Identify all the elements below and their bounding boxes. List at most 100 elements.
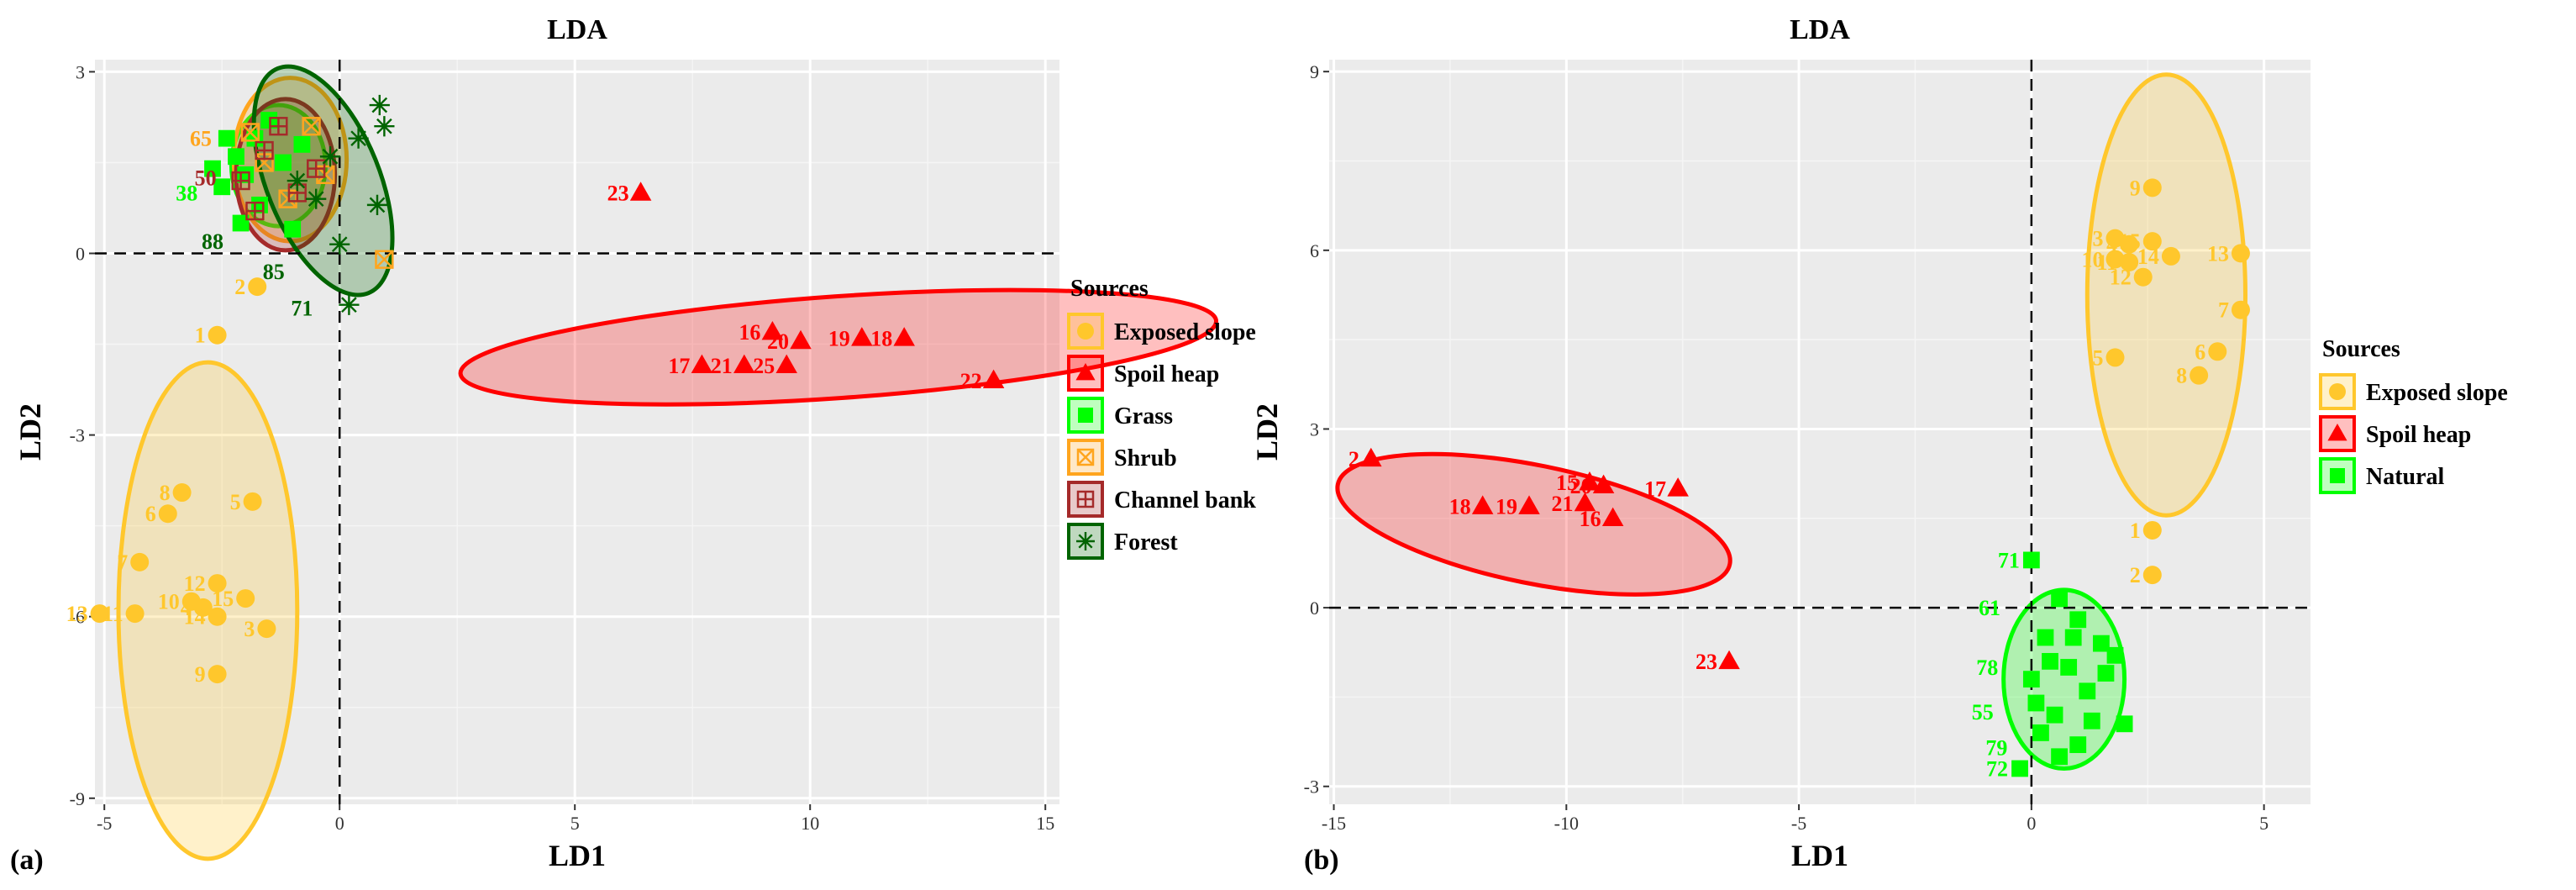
point-channel-bank bbox=[307, 159, 326, 178]
annotation-label: 85 bbox=[263, 260, 285, 284]
point-label-exposed-slope: 14 bbox=[184, 605, 206, 629]
point-spoil-heap bbox=[629, 182, 652, 201]
point-label-exposed-slope: 15 bbox=[2119, 229, 2141, 254]
y-tick-label: 0 bbox=[1310, 598, 1319, 619]
annotation-label: 50 bbox=[195, 166, 217, 190]
point-spoil-heap bbox=[893, 327, 915, 346]
legend-b-title: Sources bbox=[2322, 336, 2400, 362]
point-grass bbox=[275, 154, 292, 171]
point-exposed-slope bbox=[2133, 267, 2153, 287]
point-exposed-slope bbox=[208, 665, 227, 684]
point-label-spoil-heap: 20 bbox=[1570, 474, 1592, 498]
plot-panel-a-points bbox=[90, 94, 1005, 684]
point-exposed-slope bbox=[90, 604, 109, 624]
point-spoil-heap bbox=[1360, 447, 1382, 467]
point-label-exposed-slope: 7 bbox=[117, 550, 128, 575]
ellipse-spoil-heap bbox=[458, 287, 1219, 407]
x-tick-label: -15 bbox=[1322, 813, 1346, 834]
point-label-exposed-slope: 1 bbox=[2130, 519, 2141, 543]
legend-item-exposed-slope: Exposed slope bbox=[2319, 373, 2508, 410]
legend-key-spoil-heap bbox=[2319, 415, 2356, 452]
point-exposed-slope bbox=[208, 574, 227, 593]
point-natural bbox=[2097, 665, 2115, 682]
point-exposed-slope bbox=[2105, 250, 2125, 269]
y-tick-label: -9 bbox=[70, 788, 85, 809]
point-label-spoil-heap: 17 bbox=[1644, 477, 1666, 501]
legend-key-exposed-slope bbox=[2319, 373, 2356, 410]
plot-panel-a-ticks: -5 0 5 10 15-9-6-303 bbox=[70, 61, 1055, 834]
point-channel-bank bbox=[245, 201, 265, 221]
panel-a-label: (a) bbox=[10, 845, 44, 876]
point-exposed-slope bbox=[130, 552, 150, 571]
point-label-spoil-heap: 19 bbox=[828, 326, 850, 350]
point-spoil-heap bbox=[851, 327, 873, 346]
legend-item-forest: Forest bbox=[1067, 523, 1178, 560]
point-grass bbox=[260, 112, 278, 129]
point-forest bbox=[319, 146, 341, 167]
point-natural bbox=[2060, 659, 2078, 676]
x-tick-label: 15 bbox=[1036, 813, 1054, 834]
panel-b-xlabel: LD1 bbox=[1791, 839, 1848, 872]
annotation-label: 79 bbox=[1985, 736, 2007, 761]
point-label-natural: 72 bbox=[1986, 756, 2008, 781]
point-grass bbox=[284, 220, 302, 238]
legend-label-forest: Forest bbox=[1114, 529, 1178, 556]
point-grass bbox=[218, 129, 235, 147]
annotation-label: 65 bbox=[190, 127, 212, 151]
point-label-spoil-heap: 25 bbox=[753, 354, 775, 378]
y-tick-label: 6 bbox=[1310, 240, 1319, 261]
point-exposed-slope bbox=[257, 619, 276, 639]
y-tick-label: -6 bbox=[70, 607, 85, 628]
point-label-spoil-heap: 17 bbox=[668, 354, 690, 378]
point-forest bbox=[306, 188, 327, 209]
point-spoil-heap bbox=[1592, 474, 1615, 494]
annotation-label: 55 bbox=[1972, 700, 1994, 724]
legend-label-channel-bank: Channel bank bbox=[1114, 487, 1256, 513]
point-natural bbox=[2027, 694, 2045, 712]
point-natural bbox=[2069, 611, 2087, 629]
point-exposed-slope bbox=[2105, 229, 2125, 248]
legend-marker-spoil-heap bbox=[1075, 363, 1096, 381]
legend-item-spoil-heap: Spoil heap bbox=[1067, 355, 1219, 392]
x-tick-label: 5 bbox=[570, 813, 580, 834]
point-exposed-slope bbox=[2231, 244, 2250, 263]
legend-label-spoil-heap: Spoil heap bbox=[2366, 422, 2471, 448]
point-exposed-slope bbox=[158, 504, 177, 524]
y-tick-label: 9 bbox=[1310, 61, 1319, 82]
point-spoil-heap bbox=[691, 354, 713, 374]
point-grass bbox=[204, 160, 221, 177]
legend-item-exposed-slope: Exposed slope bbox=[1067, 313, 1256, 350]
point-grass bbox=[228, 148, 244, 166]
point-exposed-slope bbox=[208, 607, 227, 626]
plot-panel-b-ticks: -15 -10 -5 0 5 -3 0 3 6 9 bbox=[1304, 61, 2268, 834]
point-label-exposed-slope: 12 bbox=[2110, 266, 2132, 290]
legend-label-grass: Grass bbox=[1114, 403, 1173, 429]
annotation-label: 71 bbox=[291, 296, 313, 320]
point-shrub bbox=[375, 250, 394, 269]
x-tick-label: 0 bbox=[335, 813, 344, 834]
point-natural bbox=[2051, 590, 2068, 608]
point-label-exposed-slope: 15 bbox=[212, 587, 234, 611]
point-exposed-slope bbox=[2120, 252, 2139, 271]
point-spoil-heap bbox=[1601, 507, 1624, 527]
x-tick-label: 0 bbox=[2027, 813, 2036, 834]
point-label-exposed-slope: 2 bbox=[2130, 563, 2141, 587]
legend-marker-grass bbox=[1078, 408, 1093, 423]
point-label-exposed-slope: 10 bbox=[158, 590, 180, 614]
point-natural bbox=[2011, 760, 2028, 777]
point-exposed-slope bbox=[208, 325, 227, 345]
point-spoil-heap bbox=[1667, 477, 1689, 497]
point-natural bbox=[2051, 748, 2068, 766]
point-exposed-slope bbox=[2142, 232, 2162, 251]
point-exposed-slope bbox=[243, 492, 262, 511]
legend-item-grass: Grass bbox=[1067, 397, 1173, 434]
point-spoil-heap bbox=[1574, 492, 1596, 512]
legend-marker-channel-bank bbox=[1076, 490, 1095, 508]
y-tick-label: 3 bbox=[76, 61, 85, 82]
point-grass bbox=[232, 214, 250, 232]
point-shrub bbox=[302, 117, 321, 136]
